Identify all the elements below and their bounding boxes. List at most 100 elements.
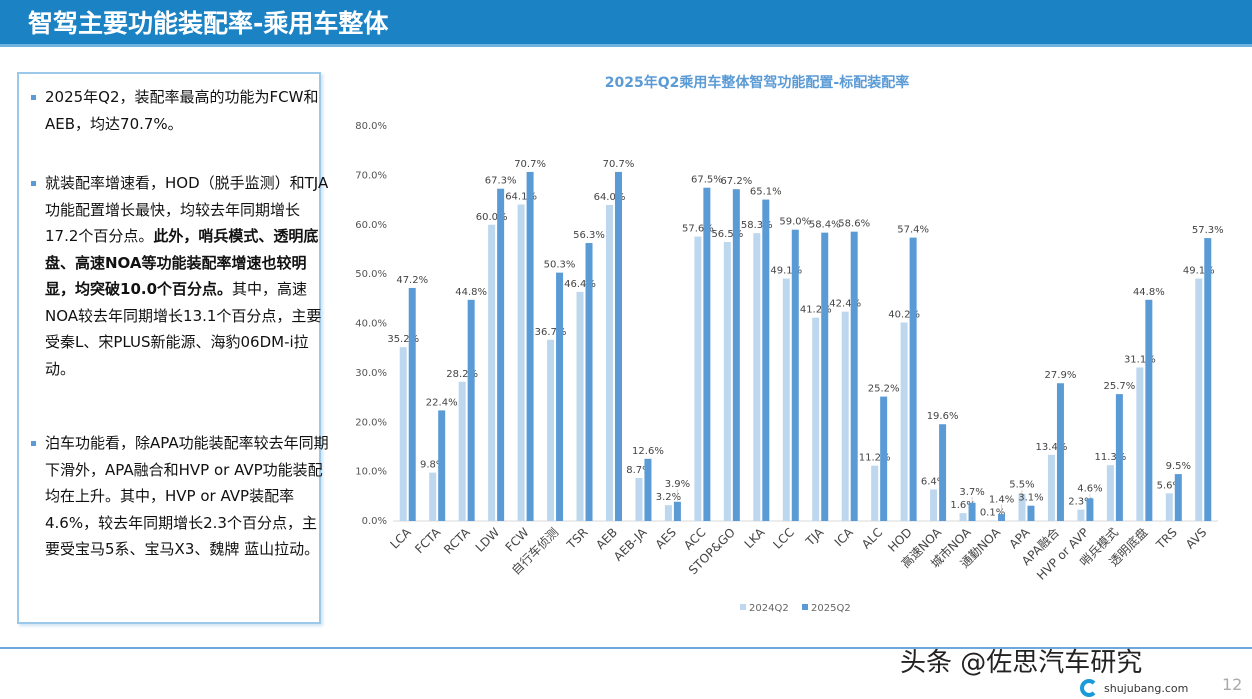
data-label: 46.4% bbox=[564, 279, 596, 290]
data-label: 57.6% bbox=[682, 224, 714, 235]
legend-label: 2025Q2 bbox=[811, 603, 851, 614]
bar-2024Q2 bbox=[517, 204, 525, 521]
bullet-text: 泊车功能看，除APA功能装配率较去年同期下滑外，APA融合和HVP or AVP… bbox=[45, 434, 329, 558]
bar-2025Q2 bbox=[673, 501, 681, 521]
y-tick-label: 20.0% bbox=[355, 417, 387, 428]
data-label: 25.2% bbox=[868, 384, 900, 395]
page-title: 智驾主要功能装配率-乘用车整体 bbox=[28, 9, 389, 38]
data-label: 1.4% bbox=[989, 495, 1014, 506]
data-label: 27.9% bbox=[1045, 370, 1077, 381]
bar-2024Q2 bbox=[1047, 454, 1055, 521]
data-label: 70.7% bbox=[514, 159, 546, 170]
x-tick-label: LCA bbox=[387, 525, 414, 552]
bar-2024Q2 bbox=[1077, 509, 1085, 521]
page-number: 12 bbox=[1222, 675, 1243, 694]
bar-2025Q2 bbox=[408, 287, 416, 521]
bullet-1: 2025年Q2，装配率最高的功能为FCW和AEB，均达70.7%。 bbox=[27, 84, 329, 137]
x-tick-label: AVS bbox=[1183, 525, 1209, 551]
y-tick-label: 70.0% bbox=[355, 170, 387, 181]
x-tick-label: LDW bbox=[473, 525, 503, 555]
bar-2025Q2 bbox=[1115, 394, 1123, 521]
bar-chart: 2025年Q2乘用车整体智驾功能配置-标配装配率 0.0% 10.0% 20.0% 3… bbox=[355, 74, 1223, 614]
data-label: 4.6% bbox=[1077, 484, 1102, 495]
bar-2025Q2 bbox=[1174, 474, 1182, 521]
bar-2024Q2 bbox=[1018, 493, 1026, 521]
bar-2025Q2 bbox=[850, 231, 858, 521]
bar-2025Q2 bbox=[1204, 238, 1212, 522]
bullet-text: 2025年Q2，装配率最高的功能为FCW和AEB，均达70.7%。 bbox=[45, 88, 319, 133]
data-label: 40.2% bbox=[888, 310, 920, 321]
data-label: 22.4% bbox=[426, 397, 458, 408]
bar-2024Q2 bbox=[1195, 278, 1203, 521]
y-tick-label: 80.0% bbox=[355, 121, 387, 132]
bullet-2: 就装配率增速看，HOD（脱手监测）和TJA功能配置增长最快，均较去年同期增长17… bbox=[27, 170, 329, 382]
data-label: 2.3% bbox=[1068, 497, 1093, 508]
data-label: 56.5% bbox=[711, 229, 743, 240]
bar-2025Q2 bbox=[791, 229, 799, 521]
bar-2025Q2 bbox=[968, 502, 976, 521]
data-label: 41.2% bbox=[800, 305, 832, 316]
data-label: 58.3% bbox=[741, 220, 773, 231]
data-label: 64.1% bbox=[505, 192, 537, 203]
data-label: 42.4% bbox=[829, 299, 861, 310]
x-tick-label: TRS bbox=[1153, 525, 1180, 552]
bar-2025Q2 bbox=[880, 396, 888, 521]
data-label: 3.7% bbox=[959, 487, 984, 498]
bar-2024Q2 bbox=[664, 505, 672, 521]
bar-2024Q2 bbox=[753, 233, 761, 522]
x-tick-label: ALC bbox=[859, 525, 885, 551]
bar-2025Q2 bbox=[732, 189, 740, 521]
data-label: 12.6% bbox=[632, 446, 664, 457]
data-label: 60.0% bbox=[476, 212, 508, 223]
bar-2024Q2 bbox=[458, 381, 466, 521]
data-label: 58.6% bbox=[838, 219, 870, 230]
bar-2025Q2 bbox=[1027, 505, 1035, 521]
chart-title: 2025年Q2乘用车整体智驾功能配置-标配装配率 bbox=[605, 74, 909, 91]
bar-2024Q2 bbox=[429, 472, 437, 521]
data-label: 5.6% bbox=[1157, 480, 1182, 491]
data-label: 56.3% bbox=[573, 230, 605, 241]
bar-2025Q2 bbox=[821, 232, 829, 521]
bar-2024Q2 bbox=[871, 465, 879, 521]
bar-2025Q2 bbox=[1056, 383, 1064, 521]
legend-swatch bbox=[802, 604, 808, 610]
footer-line bbox=[0, 647, 1252, 649]
bar-2024Q2 bbox=[488, 224, 496, 521]
bar-2024Q2 bbox=[694, 236, 702, 521]
data-label: 1.6% bbox=[950, 500, 975, 511]
bar-2025Q2 bbox=[526, 171, 534, 521]
data-label: 3.9% bbox=[665, 479, 690, 490]
bar-2024Q2 bbox=[1165, 493, 1173, 521]
bar-2025Q2 bbox=[497, 188, 505, 522]
data-label: 9.5% bbox=[1166, 461, 1191, 472]
bar-2024Q2 bbox=[900, 322, 908, 521]
data-label: 6.4% bbox=[921, 476, 946, 487]
bar-2025Q2 bbox=[467, 299, 475, 521]
x-tick-label: ICA bbox=[832, 525, 857, 550]
y-tick-label: 0.0% bbox=[362, 516, 387, 527]
x-tick-label: LCC bbox=[770, 525, 796, 551]
header-bar: 智驾主要功能装配率-乘用车整体 bbox=[0, 0, 1252, 47]
bar-2024Q2 bbox=[841, 311, 849, 521]
bar-2024Q2 bbox=[723, 242, 731, 521]
legend-swatch bbox=[740, 604, 746, 610]
y-tick-label: 60.0% bbox=[355, 220, 387, 231]
data-label: 58.4% bbox=[809, 220, 841, 231]
bar-2025Q2 bbox=[909, 237, 917, 521]
y-tick-label: 50.0% bbox=[355, 269, 387, 280]
data-label: 19.6% bbox=[927, 411, 959, 422]
bar-2025Q2 bbox=[438, 410, 446, 521]
data-label: 5.5% bbox=[1009, 480, 1034, 491]
data-label: 67.2% bbox=[720, 176, 752, 187]
watermark: 头条 @佐思汽车研究 bbox=[900, 648, 1143, 678]
bar-2025Q2 bbox=[1086, 498, 1094, 521]
bullet-bold-text: 此外，哨兵模式、透明底盘、高速NOA等功能装配率增速也较明显，均突破10.0个百… bbox=[45, 227, 319, 298]
bar-2024Q2 bbox=[1136, 367, 1144, 521]
bar-2024Q2 bbox=[930, 489, 938, 521]
bar-2025Q2 bbox=[939, 424, 947, 521]
bullet-3: 泊车功能看，除APA功能装配率较去年同期下滑外，APA融合和HVP or AVP… bbox=[27, 430, 329, 563]
data-label: 35.2% bbox=[387, 334, 419, 345]
y-tick-label: 40.0% bbox=[355, 319, 387, 330]
bar-2024Q2 bbox=[576, 291, 584, 521]
data-label: 70.7% bbox=[603, 159, 635, 170]
